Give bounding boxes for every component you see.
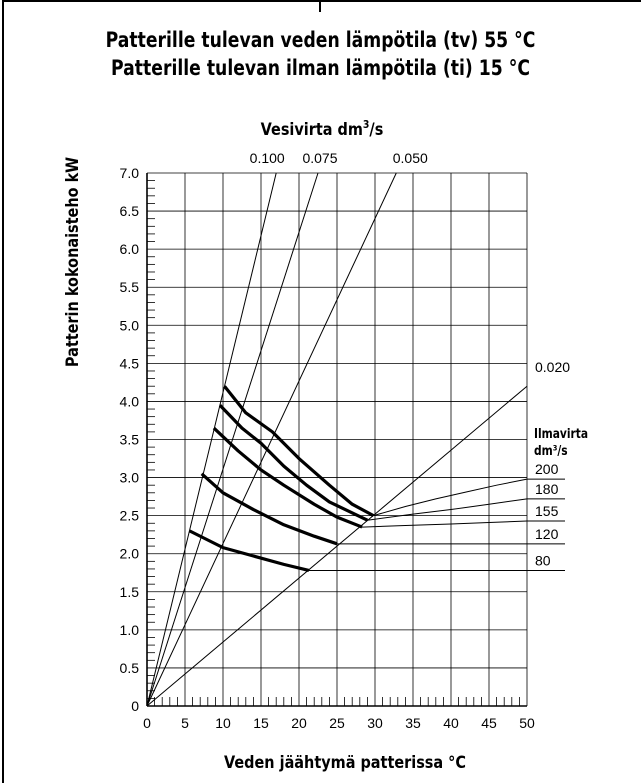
- x-tick-label: 40: [443, 715, 459, 731]
- x-tick-label: 20: [291, 715, 307, 731]
- air-flow-label-180: 180: [535, 481, 559, 497]
- y-tick-label: 5.5: [120, 279, 140, 295]
- x-tick-label: 0: [143, 715, 151, 731]
- x-axis-title: Veden jäähtymä patterissa °C: [224, 752, 466, 772]
- y-tick-label: 1.0: [120, 622, 140, 638]
- water-flow-label-0.050: 0.050: [393, 150, 428, 166]
- air-flow-label-200: 200: [535, 461, 559, 477]
- x-tick-label: 5: [181, 715, 189, 731]
- y-tick-label: 2.0: [120, 546, 140, 562]
- air-flow-line-180: [220, 405, 527, 520]
- water-flow-title: Vesivirta dm3/s: [261, 119, 384, 139]
- water-flow-title-sup: 3: [363, 119, 369, 131]
- x-tick-label: 35: [405, 715, 421, 731]
- air-flow-label-80: 80: [535, 552, 551, 568]
- y-tick-labels: 0 0.5 1.0 1.5 2.0 2.5 3.0 3.5 4.0 4.5 5.0 5.5 6.0 6.5…: [120, 165, 140, 714]
- y-tick-label: 4.5: [120, 355, 140, 371]
- x-tick-label: 25: [329, 715, 345, 731]
- y-tick-label: 5.0: [120, 317, 140, 333]
- air-flow-curve-bold-80: [190, 531, 309, 571]
- y-tick-label: 1.5: [120, 584, 140, 600]
- air-flow-line-80: [190, 531, 527, 571]
- y-tick-label: 7.0: [120, 165, 140, 181]
- minor-ticks: [147, 181, 519, 706]
- water-flow-label-0.020: 0.020: [535, 359, 570, 375]
- y-tick-label: 2.5: [120, 508, 140, 524]
- y-tick-label: 0: [131, 698, 139, 714]
- x-tick-label: 15: [253, 715, 269, 731]
- air-flow-curves: [190, 386, 565, 570]
- x-tick-label: 30: [367, 715, 383, 731]
- y-axis-title: Patterin kokonaisteho kW: [62, 157, 82, 367]
- water-flow-title-suffix: /s: [369, 119, 383, 139]
- grid: [147, 173, 527, 706]
- water-flow-title-main: Vesivirta dm: [261, 119, 363, 139]
- air-flow-title-line2: dm³/s: [534, 443, 568, 458]
- x-tick-labels: 0 5 10 15 20 25 30 35 40 45 50: [143, 715, 535, 731]
- y-tick-label: 6.5: [120, 203, 140, 219]
- air-flow-title-line1: Ilmavirta: [534, 426, 588, 441]
- x-tick-label: 10: [215, 715, 231, 731]
- y-tick-label: 4.0: [120, 393, 140, 409]
- y-tick-label: 6.0: [120, 241, 140, 257]
- air-flow-label-155: 155: [535, 503, 559, 519]
- x-tick-label: 45: [481, 715, 497, 731]
- y-tick-label: 3.0: [120, 470, 140, 486]
- y-tick-label: 0.5: [120, 660, 140, 676]
- y-tick-label: 3.5: [120, 432, 140, 448]
- water-flow-label-0.100: 0.100: [250, 150, 285, 166]
- air-flow-label-120: 120: [535, 526, 559, 542]
- air-flow-curve-bold-120: [202, 474, 337, 544]
- x-tick-label: 50: [519, 715, 535, 731]
- water-flow-label-0.075: 0.075: [302, 150, 337, 166]
